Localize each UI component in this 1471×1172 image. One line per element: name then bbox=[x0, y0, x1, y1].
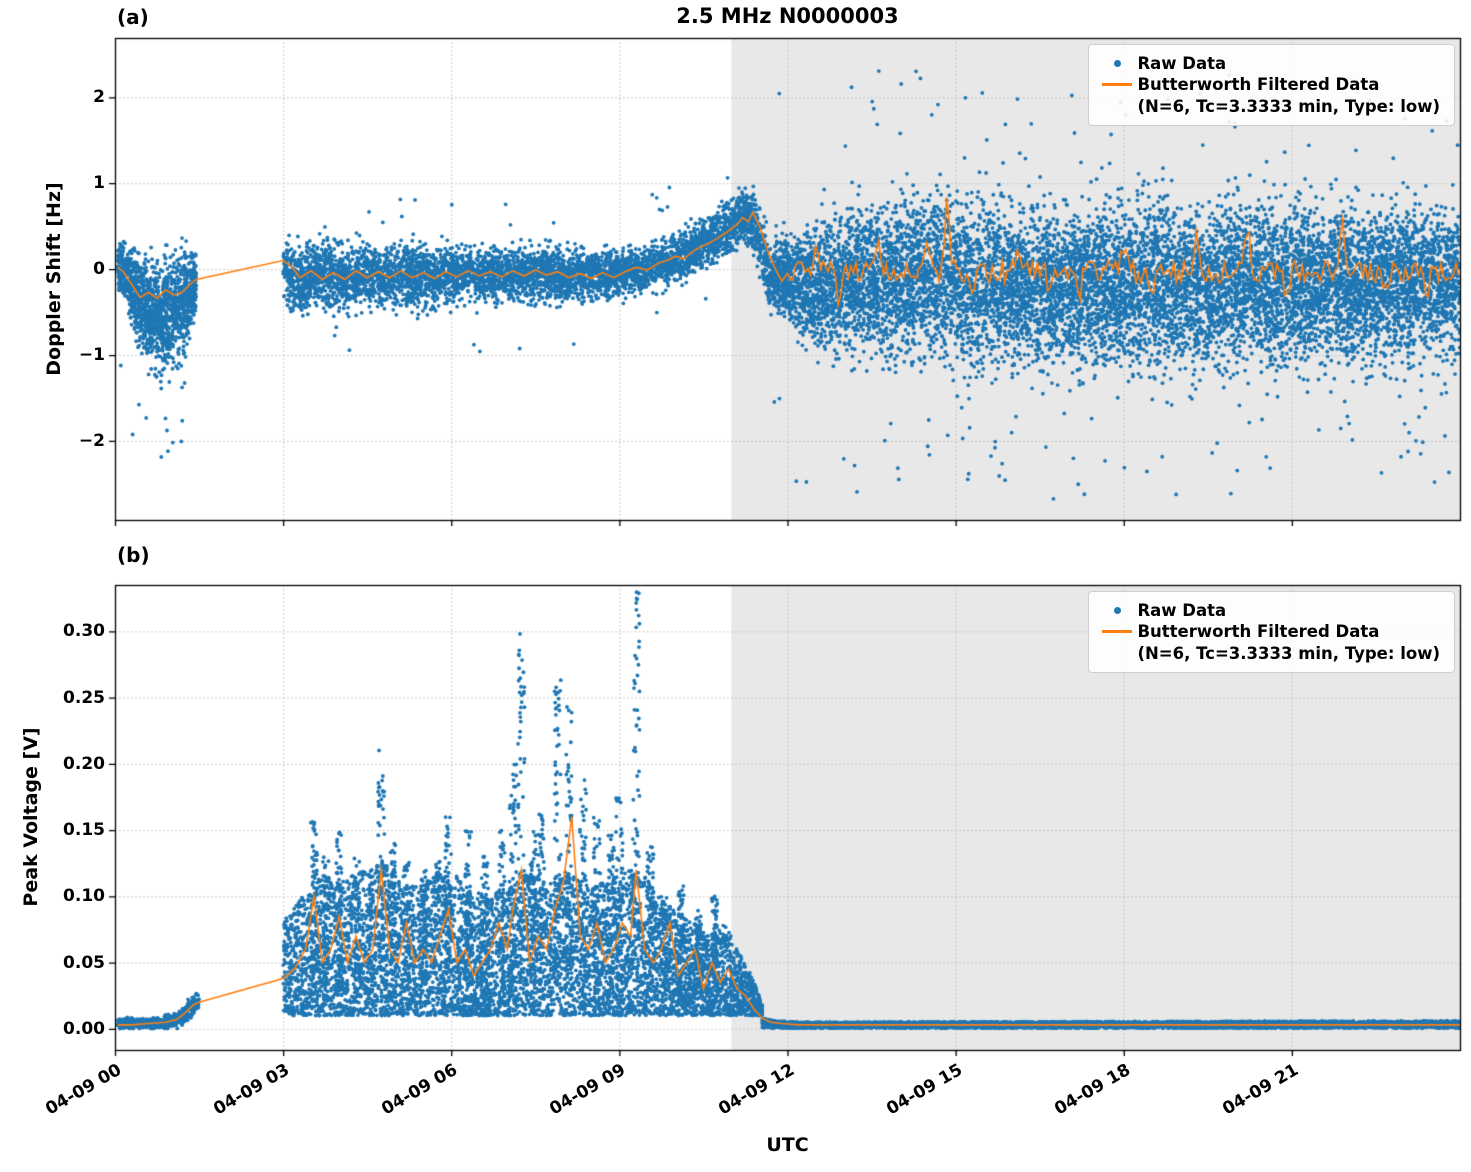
y-axis-label-doppler: Doppler Shift [Hz] bbox=[43, 182, 65, 376]
panel-a-label: (a) bbox=[117, 5, 149, 29]
y-tick-label: −1 bbox=[78, 345, 105, 366]
legend-entry-raw: Raw Data bbox=[1097, 53, 1440, 74]
legend-entry-filtered: Butterworth Filtered Data (N=6, Tc=3.333… bbox=[1097, 74, 1440, 117]
line-marker-icon bbox=[1102, 630, 1133, 634]
scatter-dot-icon bbox=[1113, 607, 1121, 614]
raw-data-marker bbox=[1097, 600, 1137, 621]
y-tick-label: 0.25 bbox=[63, 687, 105, 708]
raw-data-marker bbox=[1097, 53, 1137, 74]
chart-title: 2.5 MHz N0000003 bbox=[676, 4, 899, 28]
x-axis-label: UTC bbox=[766, 1134, 809, 1156]
y-tick-label: −2 bbox=[78, 430, 105, 451]
y-tick-label: 0.15 bbox=[63, 820, 105, 841]
legend-label-filtered: Butterworth Filtered Data (N=6, Tc=3.333… bbox=[1137, 621, 1440, 664]
filtered-data-marker bbox=[1097, 621, 1137, 642]
line-marker-icon bbox=[1102, 83, 1133, 87]
y-tick-label: 1 bbox=[93, 173, 105, 194]
filtered-data-marker bbox=[1097, 74, 1137, 95]
y-axis-label-voltage: Peak Voltage [V] bbox=[20, 727, 42, 907]
panel-b-label: (b) bbox=[117, 543, 150, 567]
legend-label-raw: Raw Data bbox=[1137, 601, 1227, 620]
y-tick-label: 0.05 bbox=[63, 952, 105, 973]
legend-label-filtered-line2: (N=6, Tc=3.3333 min, Type: low) bbox=[1137, 643, 1440, 663]
legend-label-filtered-line1: Butterworth Filtered Data bbox=[1137, 75, 1380, 95]
scatter-dot-icon bbox=[1113, 60, 1121, 67]
legend-panel-b: Raw Data Butterworth Filtered Data (N=6,… bbox=[1088, 591, 1455, 674]
y-tick-label: 0.30 bbox=[63, 621, 105, 642]
y-tick-label: 0.00 bbox=[63, 1018, 105, 1039]
y-tick-label: 2 bbox=[93, 87, 105, 108]
legend-label-filtered-line1: Butterworth Filtered Data bbox=[1137, 622, 1380, 642]
legend-entry-raw: Raw Data bbox=[1097, 600, 1440, 621]
y-tick-label: 0 bbox=[93, 259, 105, 280]
legend-label-filtered: Butterworth Filtered Data (N=6, Tc=3.333… bbox=[1137, 74, 1440, 117]
y-tick-label: 0.10 bbox=[63, 886, 105, 907]
legend-entry-filtered: Butterworth Filtered Data (N=6, Tc=3.333… bbox=[1097, 621, 1440, 664]
legend-label-filtered-line2: (N=6, Tc=3.3333 min, Type: low) bbox=[1137, 96, 1440, 116]
y-tick-label: 0.20 bbox=[63, 753, 105, 774]
legend-panel-a: Raw Data Butterworth Filtered Data (N=6,… bbox=[1088, 44, 1455, 127]
legend-label-raw: Raw Data bbox=[1137, 54, 1227, 73]
